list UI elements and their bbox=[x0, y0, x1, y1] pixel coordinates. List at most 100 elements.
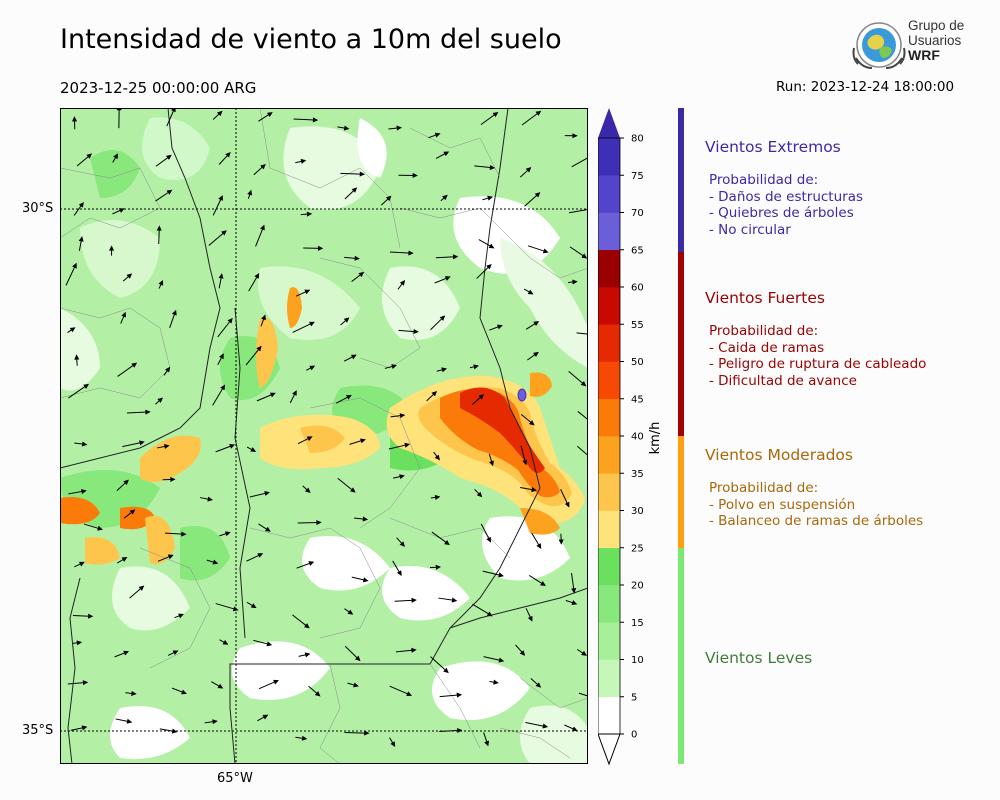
colorbar-segment bbox=[598, 510, 620, 549]
wind-arrow-head bbox=[399, 413, 406, 419]
wind-arrow-head bbox=[264, 490, 270, 496]
colorbar-tick-label: 70 bbox=[631, 208, 644, 219]
wind-arrow-head bbox=[121, 311, 126, 318]
colorbar-segment bbox=[598, 138, 620, 176]
wind-arrow-head bbox=[157, 397, 164, 403]
wind-arrow-head bbox=[217, 683, 224, 689]
wind-arrow-head bbox=[69, 327, 76, 333]
colorbar-segments bbox=[598, 138, 620, 735]
wind-arrow-head bbox=[225, 151, 231, 158]
legend-desc-extreme: Probabilidad de: - Daños de estructuras … bbox=[709, 172, 863, 238]
logo-line-2: Usuarios bbox=[908, 33, 962, 48]
wind-arrow-head bbox=[306, 211, 313, 217]
colorbar-segment bbox=[598, 622, 620, 660]
legend-line: Probabilidad de: bbox=[709, 172, 819, 188]
legend-line: - Daños de estructuras bbox=[709, 188, 864, 205]
wind-arrow-head bbox=[411, 647, 417, 653]
wind-arrow-head bbox=[260, 224, 265, 231]
lat-label-30s: 30°S bbox=[22, 201, 54, 216]
wind-arrow-head bbox=[273, 679, 279, 685]
wind-arrow-head bbox=[250, 447, 257, 452]
wind-arrow-head bbox=[354, 255, 360, 261]
wind-arrow-head bbox=[269, 392, 276, 398]
wind-arrow-head bbox=[542, 723, 549, 729]
wind-arrow-head bbox=[216, 110, 223, 117]
wind-arrow-head bbox=[158, 279, 164, 286]
wind-arrow-head bbox=[522, 459, 528, 466]
legend-bar-extreme bbox=[678, 108, 684, 252]
legend-line: Probabilidad de: bbox=[709, 323, 819, 339]
wind-arrow bbox=[576, 332, 588, 335]
wind-arrow-head bbox=[78, 561, 85, 567]
colorbar-extend-high bbox=[598, 108, 620, 138]
wind-arrow-head bbox=[478, 394, 485, 400]
wind-arrow-head bbox=[314, 691, 321, 697]
legend-line: - Polvo en suspensión bbox=[709, 496, 856, 513]
wind-arrow-head bbox=[170, 476, 176, 483]
wind-arrow-head bbox=[346, 395, 352, 400]
wind-arrow-head bbox=[72, 262, 77, 269]
legend-bar-moderate bbox=[678, 436, 684, 548]
wind-arrow-head bbox=[456, 692, 463, 698]
wind-arrow-head bbox=[535, 682, 542, 688]
wind-arrow-head bbox=[362, 516, 369, 522]
wind-arrow-head bbox=[82, 680, 89, 686]
wind-arrow-head bbox=[498, 572, 504, 578]
colorbar-segment bbox=[598, 249, 620, 288]
wind-arrow-head bbox=[304, 289, 311, 295]
wind-arrow-head bbox=[301, 735, 308, 741]
wind-arrow-head bbox=[580, 381, 587, 387]
wind-arrow-head bbox=[164, 444, 170, 449]
wind-arrow-head bbox=[396, 570, 402, 577]
legend-title-extreme: Vientos Extremos bbox=[705, 138, 841, 156]
wind-arrow-head bbox=[266, 112, 273, 118]
wind-arrow-head bbox=[351, 187, 358, 193]
legend-line: - Peligro de ruptura de cableado bbox=[709, 356, 927, 372]
wind-arrow-head bbox=[572, 133, 578, 139]
wind-arrow-head bbox=[476, 491, 483, 498]
colorbar-tick-label: 45 bbox=[631, 394, 644, 405]
wind-arrow-head bbox=[359, 171, 366, 177]
colorbar-segment bbox=[598, 212, 620, 251]
wind-arrow-head bbox=[309, 321, 315, 327]
wrf-logo: Grupo de Usuarios WRF bbox=[850, 18, 970, 74]
colorbar-tick-label: 60 bbox=[631, 283, 644, 294]
wind-arrow-head bbox=[113, 153, 118, 160]
colorbar-segment bbox=[598, 324, 620, 362]
wind-arrow-head bbox=[439, 315, 446, 321]
lat-label-35s: 35°S bbox=[22, 723, 54, 738]
wind-arrow-head bbox=[473, 364, 479, 370]
wind-arrow-head bbox=[109, 245, 115, 251]
wind-arrow-head bbox=[178, 613, 184, 619]
wind-arrow-head bbox=[304, 623, 310, 629]
wind-arrow-head bbox=[171, 728, 178, 734]
colorbar-ticks: 0 5 10 15 20 25 30 35 40 45 50 55 60 65 70 75 80 bbox=[620, 134, 644, 741]
wind-arrow-head bbox=[488, 243, 495, 249]
wind-arrow-head bbox=[292, 390, 297, 396]
wind-arrow-head bbox=[486, 263, 492, 270]
wind-arrow-head bbox=[247, 189, 253, 196]
colorbar-tick-label: 80 bbox=[631, 134, 644, 145]
colorbar-segment bbox=[598, 436, 620, 474]
wind-arrow-head bbox=[83, 383, 89, 389]
logo-line-3: WRF bbox=[908, 47, 940, 63]
colorbar-tick-label: 30 bbox=[631, 506, 644, 517]
wind-arrow-head bbox=[222, 639, 229, 645]
colorbar-segment bbox=[598, 547, 620, 586]
wind-arrow-head bbox=[78, 236, 84, 242]
wind-arrow-head bbox=[531, 487, 537, 493]
colorbar-tick-label: 10 bbox=[631, 655, 644, 666]
wind-arrow-head bbox=[256, 345, 262, 352]
department-borders bbox=[60, 108, 588, 764]
colorbar-tick-label: 50 bbox=[631, 357, 644, 368]
wind-arrow-head bbox=[571, 726, 578, 732]
wind-arrow-head bbox=[350, 354, 357, 360]
colorbar-tick-label: 0 bbox=[631, 730, 637, 741]
legend-title-moderate: Vientos Moderados bbox=[705, 446, 853, 464]
wind-field bbox=[60, 117, 588, 764]
wind-arrow-head bbox=[86, 153, 93, 159]
wind-arrow-head bbox=[399, 280, 406, 286]
wind-arrow-head bbox=[139, 440, 145, 446]
map-title: Intensidad de viento a 10m del suelo bbox=[60, 24, 562, 55]
colorbar-tick-label: 55 bbox=[631, 320, 644, 331]
